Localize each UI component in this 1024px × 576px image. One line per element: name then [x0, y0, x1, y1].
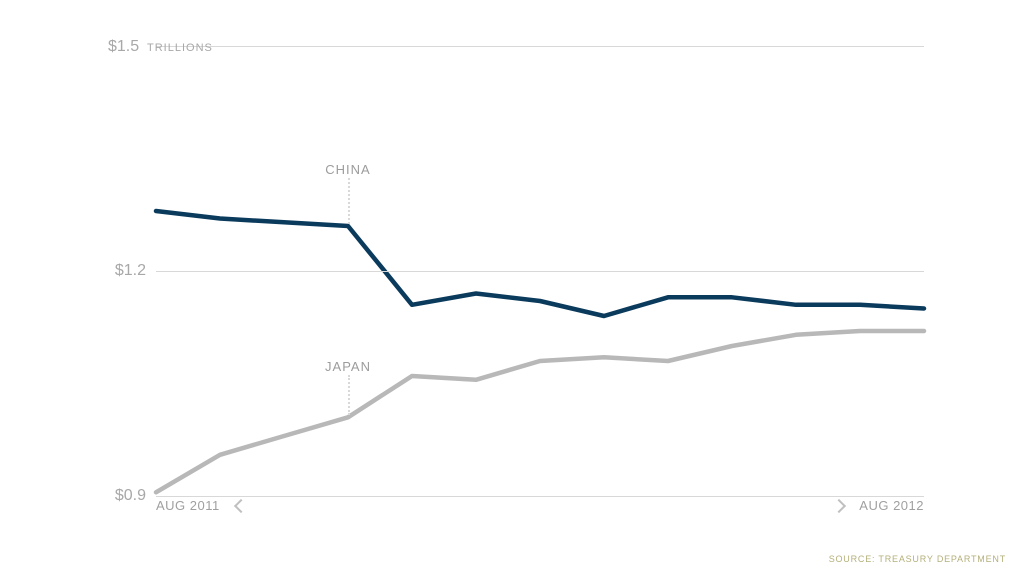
gridline: [156, 46, 924, 47]
callout-line: [348, 375, 350, 415]
trillions-unit-label: TRILLIONS: [143, 42, 213, 54]
axis-arrow-right-icon: [832, 499, 846, 513]
callout-line: [348, 178, 350, 224]
series-callout-japan: JAPAN: [325, 359, 371, 374]
chart-container: $1.5 TRILLIONS$1.2$0.9AUG 2011AUG 2012CH…: [108, 46, 924, 526]
series-line-japan: [156, 331, 924, 492]
gridline: [156, 271, 924, 272]
gridline: [156, 496, 924, 497]
y-axis-label: $0.9: [106, 487, 146, 505]
source-label: SOURCE: TREASURY DEPARTMENT: [829, 554, 1006, 564]
y-axis-label: $1.5 TRILLIONS: [108, 38, 248, 56]
series-line-china: [156, 211, 924, 316]
plot-area: $1.5 TRILLIONS$1.2$0.9AUG 2011AUG 2012CH…: [156, 46, 924, 496]
x-axis-start-label: AUG 2011: [156, 498, 220, 513]
series-callout-china: CHINA: [325, 162, 370, 177]
y-axis-label: $1.2: [106, 262, 146, 280]
x-axis-end-label: AUG 2012: [859, 498, 924, 513]
axis-arrow-left-icon: [234, 499, 248, 513]
